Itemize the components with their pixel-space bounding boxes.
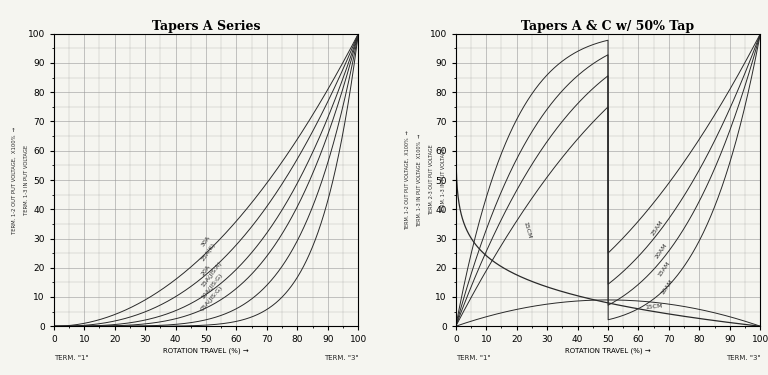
Text: 05A(JIS:G): 05A(JIS:G) bbox=[200, 284, 224, 312]
Text: 15CM: 15CM bbox=[644, 303, 663, 310]
Text: TERM. 1-2 OUT PUT VOLTAGE,  X100%  →: TERM. 1-2 OUT PUT VOLTAGE, X100% → bbox=[12, 126, 17, 234]
Text: TERM. "3": TERM. "3" bbox=[323, 356, 359, 362]
Text: TERM. 1-3 IN PUT VOLTAGE  X100%  →: TERM. 1-3 IN PUT VOLTAGE X100% → bbox=[417, 134, 422, 226]
Text: 30A: 30A bbox=[200, 234, 211, 247]
Title: Tapers A Series: Tapers A Series bbox=[152, 20, 260, 33]
Text: 10A(JIS:G): 10A(JIS:G) bbox=[200, 272, 223, 300]
Text: TERM. "1": TERM. "1" bbox=[455, 356, 491, 362]
X-axis label: ROTATION TRAVEL (%) →: ROTATION TRAVEL (%) → bbox=[163, 347, 249, 354]
Text: 20A: 20A bbox=[200, 264, 211, 276]
Text: 15A(JIS:A): 15A(JIS:A) bbox=[200, 261, 223, 288]
Text: 15CM: 15CM bbox=[523, 221, 532, 240]
Text: 10AM: 10AM bbox=[660, 278, 674, 295]
Title: Tapers A & C w/ 50% Tap: Tapers A & C w/ 50% Tap bbox=[521, 20, 694, 33]
Text: TERM. "3": TERM. "3" bbox=[726, 356, 760, 362]
Text: TERM. 1-3 IN PUT VOLTAGE: TERM. 1-3 IN PUT VOLTAGE bbox=[24, 145, 29, 215]
Text: 15AM: 15AM bbox=[657, 260, 670, 278]
Text: TERM. 1-3 IN PUT VOLTAGE: TERM. 1-3 IN PUT VOLTAGE bbox=[441, 147, 446, 213]
Text: 25A(K): 25A(K) bbox=[200, 242, 216, 262]
Text: TERM. 2-3 OUT PUT VOLTAGE: TERM. 2-3 OUT PUT VOLTAGE bbox=[429, 145, 434, 215]
Text: 20AM: 20AM bbox=[654, 243, 668, 260]
Text: 25AM: 25AM bbox=[650, 219, 665, 237]
X-axis label: ROTATION TRAVEL (%) →: ROTATION TRAVEL (%) → bbox=[565, 347, 651, 354]
Text: TERM. "1": TERM. "1" bbox=[54, 356, 88, 362]
Text: TERM. 1-2 OUT PUT VOLTAGE,  X100%  →: TERM. 1-2 OUT PUT VOLTAGE, X100% → bbox=[405, 130, 409, 230]
